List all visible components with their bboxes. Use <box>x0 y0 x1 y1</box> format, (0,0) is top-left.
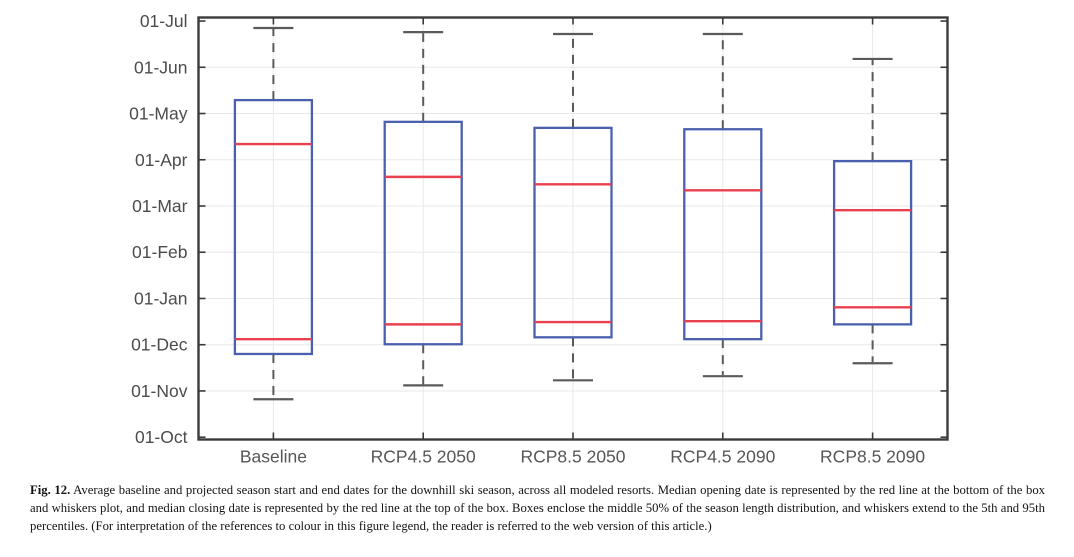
figure-caption-text: Average baseline and projected season st… <box>30 483 1046 533</box>
iqr-box <box>383 120 463 346</box>
x-category-label: RCP4.5 2090 <box>670 447 775 467</box>
plot-frame <box>197 16 949 441</box>
iqr-box <box>533 126 613 339</box>
figure-caption-label: Fig. 12. <box>30 483 71 497</box>
y-tick-label: 01-Feb <box>132 242 187 262</box>
iqr-box <box>832 159 913 326</box>
y-tick-label: 01-Dec <box>131 335 188 355</box>
iqr-box <box>683 128 763 341</box>
y-tick-label: 01-Apr <box>135 150 188 170</box>
x-category-label: Baseline <box>240 447 307 467</box>
plot-background <box>0 0 1074 474</box>
boxplot-chart: 01-Oct 01-Nov 01-Dec 01-Jan 01-Feb 01-Mar 01-A… <box>0 0 1074 474</box>
y-tick-label: 01-Jan <box>134 288 188 308</box>
x-category-label: RCP8.5 2050 <box>520 447 625 467</box>
boxplot-svg: 01-Oct 01-Nov 01-Dec 01-Jan 01-Feb 01-Mar 01-A… <box>0 0 1074 474</box>
y-tick-label: 01-Mar <box>132 196 188 216</box>
y-tick-label: 01-May <box>129 104 188 124</box>
x-category-label: RCP8.5 2090 <box>820 447 925 467</box>
x-category-label: RCP4.5 2050 <box>371 447 476 467</box>
y-tick-label: 01-Nov <box>131 381 188 401</box>
y-tick-label: 01-Jul <box>140 11 188 31</box>
iqr-box <box>233 98 314 356</box>
figure-caption: Fig. 12. Average baseline and projected … <box>30 481 1045 535</box>
y-tick-label: 01-Jun <box>134 57 188 77</box>
y-tick-label: 01-Oct <box>135 427 188 447</box>
